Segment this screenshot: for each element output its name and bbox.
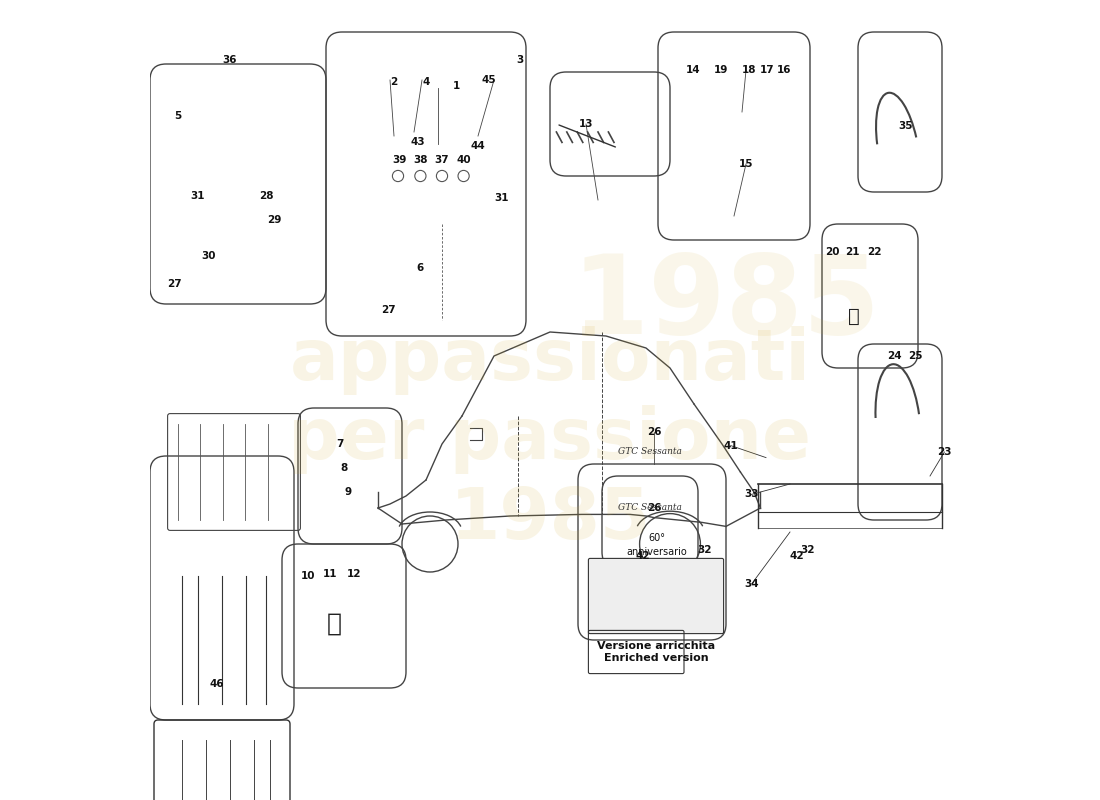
Text: 13: 13 — [579, 119, 593, 129]
Text: 42: 42 — [636, 551, 650, 561]
Text: 30: 30 — [201, 251, 216, 261]
Text: 35: 35 — [899, 121, 913, 130]
Text: 27: 27 — [381, 306, 396, 315]
Text: 14: 14 — [686, 66, 701, 75]
Text: 41: 41 — [724, 441, 738, 450]
Text: 36: 36 — [222, 55, 238, 65]
FancyBboxPatch shape — [588, 558, 724, 634]
Text: 8: 8 — [340, 463, 348, 473]
Text: 42: 42 — [789, 551, 804, 561]
Text: 43: 43 — [410, 137, 426, 146]
Text: Versione arricchita: Versione arricchita — [597, 642, 715, 651]
Text: 4: 4 — [422, 77, 430, 86]
Text: 18: 18 — [741, 66, 757, 75]
Text: 16: 16 — [777, 66, 792, 75]
Text: appassionati
per passione
1985: appassionati per passione 1985 — [288, 326, 812, 554]
Text: 31: 31 — [190, 191, 206, 201]
Text: 🐎: 🐎 — [848, 306, 860, 326]
Text: 7: 7 — [336, 439, 343, 449]
Text: 32: 32 — [801, 546, 815, 555]
Text: 44: 44 — [471, 142, 485, 151]
Text: 29: 29 — [267, 215, 282, 225]
Text: 10: 10 — [301, 571, 316, 581]
Text: 31: 31 — [495, 194, 509, 203]
Text: 24: 24 — [887, 351, 901, 361]
Text: 21: 21 — [845, 247, 860, 257]
Text: 11: 11 — [322, 570, 338, 579]
Text: 17: 17 — [759, 66, 774, 75]
Text: 9: 9 — [344, 487, 352, 497]
Text: 🐎: 🐎 — [327, 612, 341, 636]
Text: 27: 27 — [167, 279, 182, 289]
Text: 20: 20 — [825, 247, 839, 257]
Text: 34: 34 — [745, 579, 759, 589]
Text: 46: 46 — [209, 679, 223, 689]
Text: 12: 12 — [346, 570, 361, 579]
Text: 19: 19 — [714, 66, 728, 75]
Text: 22: 22 — [867, 247, 881, 257]
Text: 45: 45 — [481, 75, 496, 85]
Text: 15: 15 — [739, 159, 754, 169]
Text: 1: 1 — [453, 82, 460, 91]
Text: GTC Sessanta: GTC Sessanta — [618, 503, 682, 513]
Text: 1985: 1985 — [572, 250, 880, 358]
Text: 40: 40 — [456, 155, 471, 165]
Text: 25: 25 — [909, 351, 923, 361]
Text: 26: 26 — [647, 503, 661, 513]
Text: 38: 38 — [414, 155, 428, 165]
Text: 3: 3 — [517, 55, 524, 65]
Text: 28: 28 — [258, 191, 273, 201]
Text: 2: 2 — [390, 77, 397, 86]
Text: Enriched version: Enriched version — [604, 654, 708, 663]
Text: anniversario: anniversario — [626, 547, 686, 557]
Text: 33: 33 — [745, 490, 759, 499]
Text: 5: 5 — [175, 111, 182, 121]
Text: GTC Sessanta: GTC Sessanta — [618, 447, 682, 457]
Text: 23: 23 — [937, 447, 952, 457]
Text: 26: 26 — [647, 427, 661, 437]
Text: 39: 39 — [393, 155, 407, 165]
Text: 60°: 60° — [648, 533, 664, 542]
Text: 37: 37 — [434, 155, 449, 165]
Text: 6: 6 — [416, 263, 424, 273]
Text: 32: 32 — [697, 546, 712, 555]
